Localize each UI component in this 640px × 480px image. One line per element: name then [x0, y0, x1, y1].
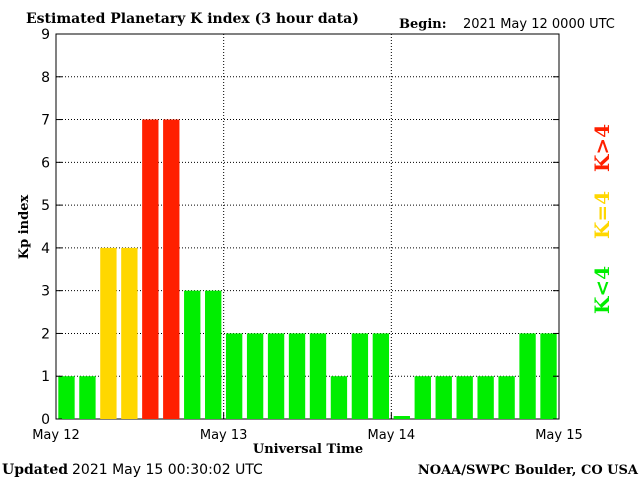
kp-bar-5 [163, 119, 180, 420]
y-tick-label: 5 [41, 198, 50, 214]
y-tick-label: 2 [41, 326, 50, 342]
kp-bar-0 [58, 376, 75, 419]
kp-bar-22 [519, 333, 536, 419]
bar-series [58, 119, 557, 420]
kp-bar-3 [121, 247, 138, 419]
begin-value: 2021 May 12 0000 UTC [463, 17, 615, 32]
kp-bar-23 [540, 333, 557, 419]
kp-bar-1 [79, 376, 96, 419]
kp-bar-4 [142, 119, 159, 420]
legend-entry-k-equal-4: K=4 [590, 191, 614, 239]
kp-bar-20 [477, 376, 494, 419]
y-tick-label: 7 [41, 113, 50, 129]
y-tick-label: 9 [41, 27, 50, 43]
kp-bar-2 [100, 247, 117, 419]
x-axis-ticks: May 12 May 13 May 14 May 15 [32, 413, 583, 443]
kp-bar-11 [288, 333, 306, 419]
plot-frame [55, 33, 560, 420]
chart-title: Estimated Planetary K index (3 hour data… [26, 11, 359, 27]
kp-bar-9 [246, 333, 264, 419]
kp-bar-17 [414, 376, 431, 419]
y-tick-label: 6 [41, 155, 50, 171]
updated-value: 2021 May 15 00:30:02 UTC [72, 462, 263, 478]
kp-bar-14 [351, 333, 369, 419]
legend-entry-k-greater-4: K>4 [590, 124, 614, 172]
updated-label: Updated [2, 462, 68, 478]
y-tick-label: 8 [41, 70, 50, 86]
grid-lines [56, 34, 559, 419]
kp-bar-21 [498, 376, 515, 419]
kp-bar-8 [225, 333, 243, 419]
source-credit: NOAA/SWPC Boulder, CO USA [418, 463, 639, 478]
y-tick-label: 0 [41, 412, 50, 428]
kp-bar-10 [267, 333, 285, 419]
kp-bar-12 [309, 333, 327, 419]
x-axis-label: Universal Time [253, 442, 363, 457]
begin-label: Begin: [399, 17, 447, 32]
x-tick-label: May 14 [368, 428, 416, 443]
kp-bar-6 [184, 290, 201, 419]
kp-bar-19 [456, 376, 473, 419]
legend-entry-k-less-4: K<4 [590, 266, 614, 314]
x-tick-label: May 15 [535, 428, 583, 443]
kp-bar-13 [330, 376, 348, 419]
y-tick-label: 1 [41, 369, 50, 385]
y-tick-label: 4 [41, 241, 50, 257]
y-axis-label: Kp index [17, 195, 32, 260]
kp-bar-15 [372, 333, 390, 419]
y-axis-ticks: 0 1 2 3 4 5 6 7 8 9 [41, 27, 559, 428]
y-tick-label: 3 [41, 284, 50, 300]
kp-bar-7 [205, 290, 222, 419]
x-tick-label: May 12 [32, 428, 80, 443]
kp-bar-16 [393, 416, 410, 419]
kp-bar-18 [435, 376, 452, 419]
x-tick-label: May 13 [200, 428, 248, 443]
